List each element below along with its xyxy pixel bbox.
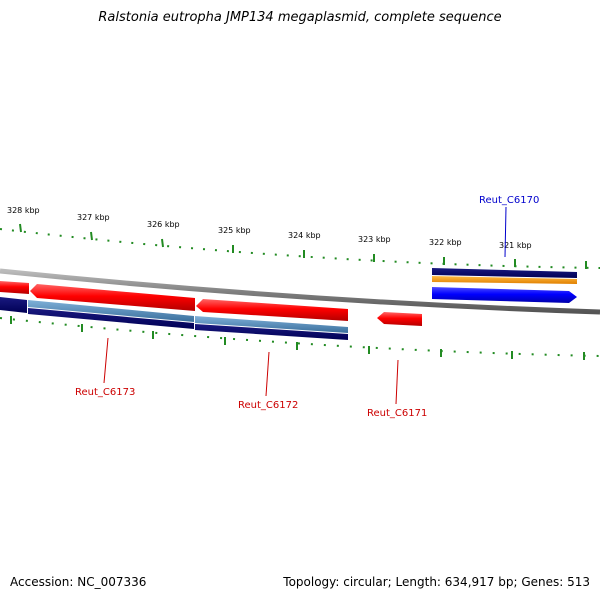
gene-label-reut-c6173: Reut_C6173 (75, 387, 135, 398)
sequence-summary: Topology: circular; Length: 634,917 bp; … (283, 575, 590, 589)
cds-orange-track (432, 276, 577, 284)
gene-labels: Reut_C6170 Reut_C6173 Reut_C6172 Reut_C6… (75, 195, 539, 419)
tick-mark-326 (161, 238, 164, 248)
leader-reut-c6172 (265, 351, 270, 397)
cds-red-arrow (196, 299, 348, 321)
tick-label: 322 kbp (429, 238, 462, 247)
gene-label-reut-c6171: Reut_C6171 (367, 408, 427, 419)
tick-label: 321 kbp (499, 241, 532, 250)
tick-label: 325 kbp (218, 226, 251, 235)
cds-red-arrow (377, 312, 422, 326)
outer-tick-ring (0, 223, 600, 269)
cds-reut-c6172[interactable] (195, 299, 348, 340)
gene-label-leaders (103, 206, 507, 405)
cds-reut-c6173[interactable] (0, 281, 195, 329)
cds-navy-track (432, 268, 577, 278)
tick-label: 324 kbp (288, 231, 321, 240)
map-title: Ralstonia eutropha JMP134 megaplasmid, c… (98, 10, 502, 25)
leader-reut-c6173 (103, 337, 109, 384)
tick-mark-327 (90, 231, 93, 241)
cds-reut-c6170[interactable] (432, 268, 577, 303)
leader-reut-c6171 (395, 359, 399, 405)
tick-label: 323 kbp (358, 235, 391, 244)
cds-navy-track (28, 308, 194, 329)
plasmid-backbone (0, 268, 600, 315)
leader-reut-c6170 (504, 206, 507, 258)
tick-mark-328 (19, 223, 22, 233)
cds-navy-fragment-left (0, 297, 27, 313)
tick-label: 328 kbp (7, 206, 40, 215)
cds-reut-c6171[interactable] (377, 312, 422, 326)
inner-tick-ring (0, 316, 600, 360)
gene-label-reut-c6172: Reut_C6172 (238, 400, 298, 411)
cds-steel-track (195, 316, 348, 333)
cds-blue-arrow (432, 287, 577, 303)
cds-red-arrow (30, 284, 195, 311)
tick-labels: 328 kbp 327 kbp 326 kbp 325 kbp 324 kbp … (7, 206, 532, 250)
tick-label: 326 kbp (147, 220, 180, 229)
cds-navy-track (195, 324, 348, 340)
cds-steel-track (28, 300, 194, 322)
gene-label-reut-c6170: Reut_C6170 (479, 195, 539, 206)
accession-label: Accession: NC_007336 (10, 575, 147, 589)
cds-red-fragment-left (0, 281, 29, 294)
tick-label: 327 kbp (77, 213, 110, 222)
